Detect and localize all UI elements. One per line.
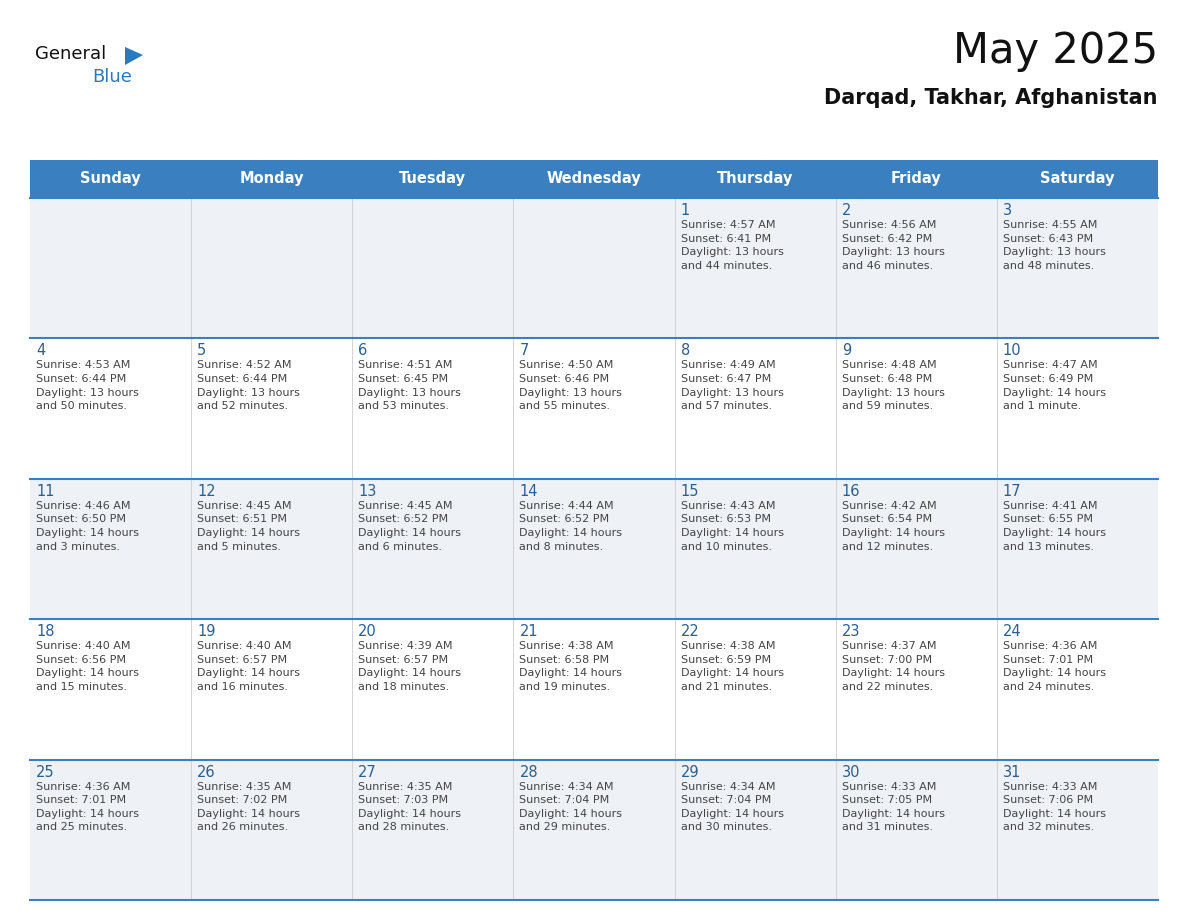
Text: Sunrise: 4:47 AM
Sunset: 6:49 PM
Daylight: 14 hours
and 1 minute.: Sunrise: 4:47 AM Sunset: 6:49 PM Dayligh… [1003,361,1106,411]
Text: 24: 24 [1003,624,1022,639]
Text: 22: 22 [681,624,700,639]
Text: Sunrise: 4:43 AM
Sunset: 6:53 PM
Daylight: 14 hours
and 10 minutes.: Sunrise: 4:43 AM Sunset: 6:53 PM Dayligh… [681,501,784,552]
Text: Sunrise: 4:41 AM
Sunset: 6:55 PM
Daylight: 14 hours
and 13 minutes.: Sunrise: 4:41 AM Sunset: 6:55 PM Dayligh… [1003,501,1106,552]
Text: 1: 1 [681,203,690,218]
Text: 9: 9 [842,343,851,358]
Text: 13: 13 [359,484,377,498]
Text: Thursday: Thursday [716,172,794,186]
Text: Sunrise: 4:39 AM
Sunset: 6:57 PM
Daylight: 14 hours
and 18 minutes.: Sunrise: 4:39 AM Sunset: 6:57 PM Dayligh… [359,641,461,692]
Text: Sunrise: 4:35 AM
Sunset: 7:02 PM
Daylight: 14 hours
and 26 minutes.: Sunrise: 4:35 AM Sunset: 7:02 PM Dayligh… [197,781,301,833]
Text: Sunrise: 4:40 AM
Sunset: 6:57 PM
Daylight: 14 hours
and 16 minutes.: Sunrise: 4:40 AM Sunset: 6:57 PM Dayligh… [197,641,301,692]
Text: 3: 3 [1003,203,1012,218]
Text: 17: 17 [1003,484,1022,498]
Text: May 2025: May 2025 [953,30,1158,72]
Text: Tuesday: Tuesday [399,172,467,186]
Text: Sunrise: 4:46 AM
Sunset: 6:50 PM
Daylight: 14 hours
and 3 minutes.: Sunrise: 4:46 AM Sunset: 6:50 PM Dayligh… [36,501,139,552]
Text: General: General [34,45,106,63]
Text: 19: 19 [197,624,216,639]
Text: Saturday: Saturday [1041,172,1114,186]
Text: Sunrise: 4:34 AM
Sunset: 7:04 PM
Daylight: 14 hours
and 29 minutes.: Sunrise: 4:34 AM Sunset: 7:04 PM Dayligh… [519,781,623,833]
Text: 18: 18 [36,624,55,639]
Text: Sunrise: 4:42 AM
Sunset: 6:54 PM
Daylight: 14 hours
and 12 minutes.: Sunrise: 4:42 AM Sunset: 6:54 PM Dayligh… [842,501,944,552]
Text: Sunrise: 4:55 AM
Sunset: 6:43 PM
Daylight: 13 hours
and 48 minutes.: Sunrise: 4:55 AM Sunset: 6:43 PM Dayligh… [1003,220,1106,271]
Text: 25: 25 [36,765,55,779]
Text: Sunrise: 4:56 AM
Sunset: 6:42 PM
Daylight: 13 hours
and 46 minutes.: Sunrise: 4:56 AM Sunset: 6:42 PM Dayligh… [842,220,944,271]
Text: 12: 12 [197,484,216,498]
Text: 23: 23 [842,624,860,639]
Text: Sunrise: 4:50 AM
Sunset: 6:46 PM
Daylight: 13 hours
and 55 minutes.: Sunrise: 4:50 AM Sunset: 6:46 PM Dayligh… [519,361,623,411]
Text: Sunrise: 4:45 AM
Sunset: 6:52 PM
Daylight: 14 hours
and 6 minutes.: Sunrise: 4:45 AM Sunset: 6:52 PM Dayligh… [359,501,461,552]
Text: 5: 5 [197,343,207,358]
Bar [30,160,1158,198]
Text: Sunrise: 4:44 AM
Sunset: 6:52 PM
Daylight: 14 hours
and 8 minutes.: Sunrise: 4:44 AM Sunset: 6:52 PM Dayligh… [519,501,623,552]
Text: 31: 31 [1003,765,1022,779]
Bar [30,620,1158,759]
Text: Sunrise: 4:37 AM
Sunset: 7:00 PM
Daylight: 14 hours
and 22 minutes.: Sunrise: 4:37 AM Sunset: 7:00 PM Dayligh… [842,641,944,692]
Text: 11: 11 [36,484,55,498]
Text: 4: 4 [36,343,45,358]
Text: 2: 2 [842,203,851,218]
Text: 27: 27 [359,765,377,779]
Text: 21: 21 [519,624,538,639]
Text: Sunrise: 4:33 AM
Sunset: 7:05 PM
Daylight: 14 hours
and 31 minutes.: Sunrise: 4:33 AM Sunset: 7:05 PM Dayligh… [842,781,944,833]
Text: 14: 14 [519,484,538,498]
Text: Sunday: Sunday [81,172,141,186]
Text: 7: 7 [519,343,529,358]
Text: Sunrise: 4:57 AM
Sunset: 6:41 PM
Daylight: 13 hours
and 44 minutes.: Sunrise: 4:57 AM Sunset: 6:41 PM Dayligh… [681,220,783,271]
Text: 30: 30 [842,765,860,779]
Text: Friday: Friday [891,172,942,186]
Text: Sunrise: 4:36 AM
Sunset: 7:01 PM
Daylight: 14 hours
and 25 minutes.: Sunrise: 4:36 AM Sunset: 7:01 PM Dayligh… [36,781,139,833]
Text: Darqad, Takhar, Afghanistan: Darqad, Takhar, Afghanistan [824,88,1158,108]
Polygon shape [125,47,143,65]
Text: Sunrise: 4:38 AM
Sunset: 6:58 PM
Daylight: 14 hours
and 19 minutes.: Sunrise: 4:38 AM Sunset: 6:58 PM Dayligh… [519,641,623,692]
Bar [30,198,1158,339]
Text: 26: 26 [197,765,216,779]
Text: 15: 15 [681,484,699,498]
Text: 16: 16 [842,484,860,498]
Text: Sunrise: 4:38 AM
Sunset: 6:59 PM
Daylight: 14 hours
and 21 minutes.: Sunrise: 4:38 AM Sunset: 6:59 PM Dayligh… [681,641,784,692]
Text: Sunrise: 4:45 AM
Sunset: 6:51 PM
Daylight: 14 hours
and 5 minutes.: Sunrise: 4:45 AM Sunset: 6:51 PM Dayligh… [197,501,301,552]
Bar [30,759,1158,900]
Bar [30,339,1158,479]
Text: Sunrise: 4:48 AM
Sunset: 6:48 PM
Daylight: 13 hours
and 59 minutes.: Sunrise: 4:48 AM Sunset: 6:48 PM Dayligh… [842,361,944,411]
Text: Sunrise: 4:52 AM
Sunset: 6:44 PM
Daylight: 13 hours
and 52 minutes.: Sunrise: 4:52 AM Sunset: 6:44 PM Dayligh… [197,361,301,411]
Text: Sunrise: 4:34 AM
Sunset: 7:04 PM
Daylight: 14 hours
and 30 minutes.: Sunrise: 4:34 AM Sunset: 7:04 PM Dayligh… [681,781,784,833]
Text: 6: 6 [359,343,367,358]
Text: Sunrise: 4:49 AM
Sunset: 6:47 PM
Daylight: 13 hours
and 57 minutes.: Sunrise: 4:49 AM Sunset: 6:47 PM Dayligh… [681,361,783,411]
Text: Sunrise: 4:35 AM
Sunset: 7:03 PM
Daylight: 14 hours
and 28 minutes.: Sunrise: 4:35 AM Sunset: 7:03 PM Dayligh… [359,781,461,833]
Text: Wednesday: Wednesday [546,172,642,186]
Text: 28: 28 [519,765,538,779]
Text: Monday: Monday [240,172,304,186]
Bar [30,479,1158,620]
Text: 10: 10 [1003,343,1022,358]
Text: Sunrise: 4:33 AM
Sunset: 7:06 PM
Daylight: 14 hours
and 32 minutes.: Sunrise: 4:33 AM Sunset: 7:06 PM Dayligh… [1003,781,1106,833]
Text: 29: 29 [681,765,700,779]
Text: Blue: Blue [91,68,132,86]
Text: 8: 8 [681,343,690,358]
Text: Sunrise: 4:53 AM
Sunset: 6:44 PM
Daylight: 13 hours
and 50 minutes.: Sunrise: 4:53 AM Sunset: 6:44 PM Dayligh… [36,361,139,411]
Text: 20: 20 [359,624,377,639]
Text: Sunrise: 4:51 AM
Sunset: 6:45 PM
Daylight: 13 hours
and 53 minutes.: Sunrise: 4:51 AM Sunset: 6:45 PM Dayligh… [359,361,461,411]
Text: Sunrise: 4:36 AM
Sunset: 7:01 PM
Daylight: 14 hours
and 24 minutes.: Sunrise: 4:36 AM Sunset: 7:01 PM Dayligh… [1003,641,1106,692]
Text: Sunrise: 4:40 AM
Sunset: 6:56 PM
Daylight: 14 hours
and 15 minutes.: Sunrise: 4:40 AM Sunset: 6:56 PM Dayligh… [36,641,139,692]
